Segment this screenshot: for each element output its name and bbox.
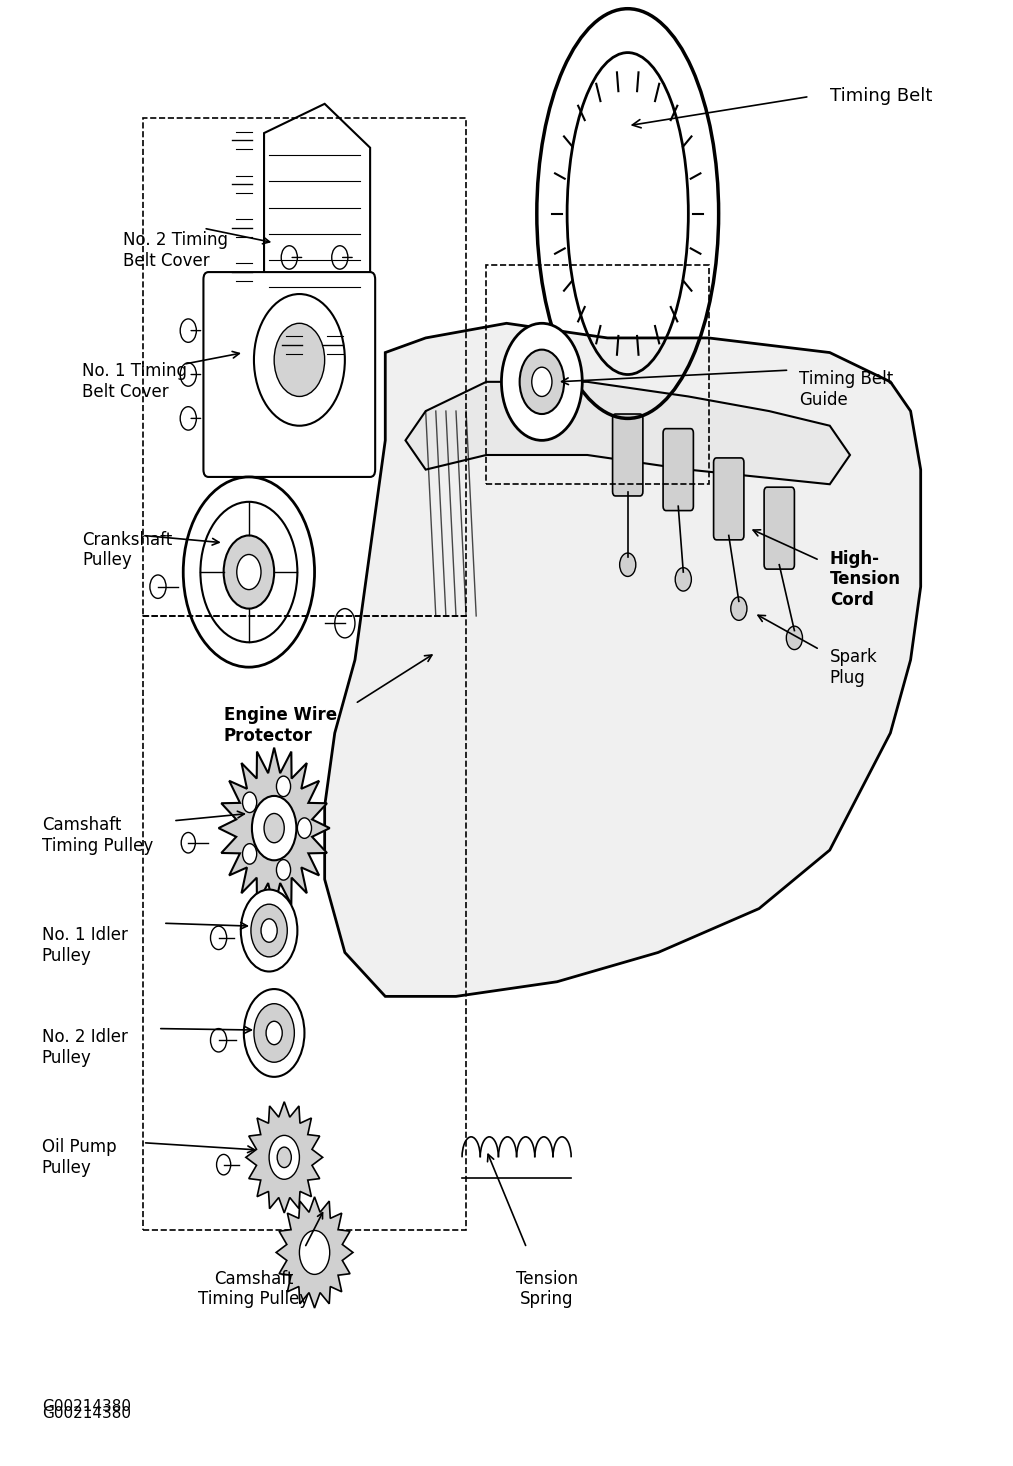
Circle shape	[217, 1154, 231, 1174]
Polygon shape	[246, 1102, 322, 1212]
Circle shape	[277, 859, 291, 880]
Circle shape	[211, 927, 227, 950]
Text: G00214380: G00214380	[42, 1399, 131, 1413]
Circle shape	[786, 626, 802, 649]
Circle shape	[331, 246, 347, 270]
Circle shape	[261, 919, 278, 943]
Circle shape	[201, 501, 298, 642]
Text: Oil Pump
Pulley: Oil Pump Pulley	[42, 1138, 116, 1177]
Circle shape	[501, 324, 582, 440]
Circle shape	[242, 792, 256, 812]
Text: Camshaft
Timing Pulley: Camshaft Timing Pulley	[42, 817, 153, 855]
Text: Tension
Spring: Tension Spring	[516, 1270, 578, 1309]
Circle shape	[180, 320, 197, 343]
Polygon shape	[277, 1196, 353, 1308]
Text: High-
Tension
Cord: High- Tension Cord	[830, 550, 901, 610]
Text: No. 2 Timing
Belt Cover: No. 2 Timing Belt Cover	[123, 230, 228, 270]
Circle shape	[269, 1135, 300, 1179]
Text: Timing Belt
Guide: Timing Belt Guide	[799, 369, 893, 409]
Text: No. 1 Idler
Pulley: No. 1 Idler Pulley	[42, 925, 128, 965]
Circle shape	[252, 796, 297, 861]
Bar	[486, 265, 708, 484]
Circle shape	[242, 843, 256, 863]
Circle shape	[150, 575, 166, 598]
Text: Crankshaft
Pulley: Crankshaft Pulley	[82, 531, 172, 569]
Circle shape	[254, 295, 344, 425]
Circle shape	[211, 1029, 227, 1053]
FancyBboxPatch shape	[713, 457, 744, 539]
Circle shape	[266, 1022, 283, 1045]
Circle shape	[298, 818, 312, 839]
Text: Engine Wire
Protector: Engine Wire Protector	[224, 707, 336, 745]
Polygon shape	[219, 748, 329, 909]
Circle shape	[676, 567, 691, 591]
Circle shape	[334, 608, 355, 638]
Circle shape	[275, 324, 324, 396]
Circle shape	[282, 246, 298, 270]
FancyBboxPatch shape	[764, 487, 794, 569]
Circle shape	[237, 554, 261, 589]
Circle shape	[278, 1146, 292, 1167]
Polygon shape	[324, 324, 921, 997]
FancyBboxPatch shape	[664, 428, 693, 510]
Circle shape	[181, 833, 196, 853]
PathPatch shape	[264, 104, 370, 309]
FancyBboxPatch shape	[204, 273, 375, 476]
Circle shape	[620, 553, 636, 576]
Text: G00214380: G00214380	[42, 1406, 131, 1421]
Text: Timing Belt: Timing Belt	[830, 88, 932, 106]
Circle shape	[183, 476, 315, 667]
FancyBboxPatch shape	[613, 413, 643, 496]
Circle shape	[277, 776, 291, 796]
Text: No. 1 Timing
Belt Cover: No. 1 Timing Belt Cover	[82, 362, 187, 402]
Circle shape	[244, 990, 305, 1078]
Circle shape	[254, 1004, 295, 1063]
Circle shape	[264, 814, 285, 843]
Text: No. 2 Idler
Pulley: No. 2 Idler Pulley	[42, 1028, 128, 1067]
Polygon shape	[405, 381, 850, 484]
Circle shape	[730, 597, 747, 620]
Circle shape	[300, 1230, 329, 1274]
Circle shape	[251, 905, 288, 957]
Circle shape	[224, 535, 275, 608]
Text: Spark
Plug: Spark Plug	[830, 648, 877, 686]
Circle shape	[180, 362, 197, 386]
Text: Camshaft
Timing Pulley: Camshaft Timing Pulley	[199, 1270, 310, 1309]
Circle shape	[520, 349, 564, 413]
Bar	[143, 616, 466, 1230]
Circle shape	[180, 406, 197, 430]
Circle shape	[532, 366, 552, 396]
Circle shape	[241, 890, 298, 972]
Bar	[143, 119, 466, 616]
